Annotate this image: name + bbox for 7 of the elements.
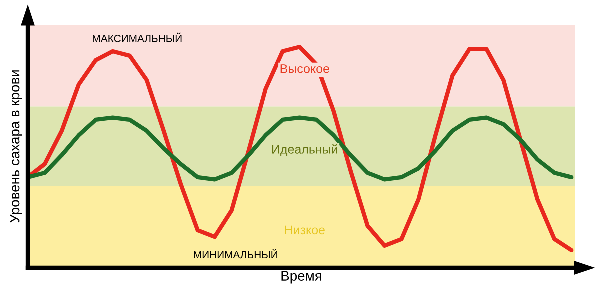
band-label: Низкое: [285, 226, 325, 235]
text: МАКСИМАЛЬНЫЙ: [93, 32, 182, 42]
x-axis-title: Время: [282, 271, 322, 284]
band-label: Идеальный: [272, 144, 338, 156]
y-axis-title: Уровень сахара в крови: [10, 70, 22, 223]
band-label: Высокое: [280, 64, 330, 74]
annotation: МИНИМАЛЬНЫЙ: [194, 249, 278, 259]
